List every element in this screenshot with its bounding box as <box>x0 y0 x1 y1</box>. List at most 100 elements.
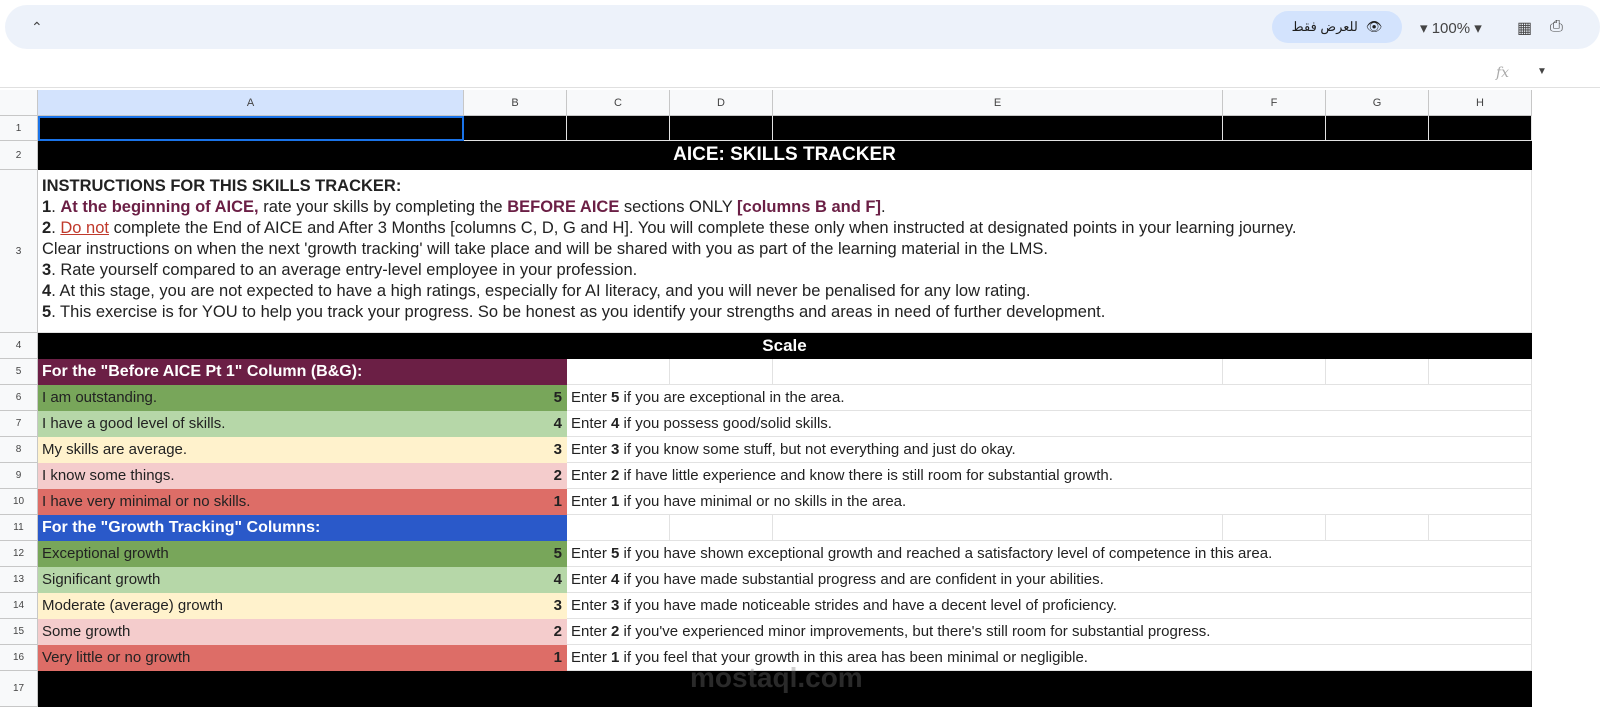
cell-D1[interactable] <box>670 116 773 141</box>
scale-score[interactable]: 2 <box>464 463 567 489</box>
row-header-1[interactable]: 1 <box>0 116 38 141</box>
scale-description[interactable]: Enter 5 if you are exceptional in the ar… <box>567 385 1532 411</box>
scale-score[interactable]: 2 <box>464 619 567 645</box>
select-all[interactable] <box>0 90 38 116</box>
column-header-F[interactable]: F <box>1223 90 1326 116</box>
scale-label[interactable]: I have very minimal or no skills. <box>38 489 464 515</box>
row-header-5[interactable]: 5 <box>0 359 38 385</box>
empty-cell[interactable] <box>670 359 773 385</box>
cell-E17[interactable] <box>773 671 1223 707</box>
empty-cell[interactable] <box>1326 359 1429 385</box>
scale-description[interactable]: Enter 2 if you've experienced minor impr… <box>567 619 1532 645</box>
empty-cell[interactable] <box>1223 359 1326 385</box>
scale-description[interactable]: Enter 4 if you have made substantial pro… <box>567 567 1532 593</box>
zoom-select[interactable]: ▾ 100% ▾ <box>1420 20 1482 37</box>
cell-E1[interactable] <box>773 116 1223 141</box>
empty-cell[interactable] <box>567 359 670 385</box>
cell-A17[interactable] <box>38 671 464 707</box>
cell-F1[interactable] <box>1223 116 1326 141</box>
row-header-2[interactable]: 2 <box>0 141 38 170</box>
cell-C17[interactable] <box>567 671 670 707</box>
scale-score[interactable]: 1 <box>464 645 567 671</box>
scale-label[interactable]: I know some things. <box>38 463 464 489</box>
emphasis: [columns B and F] <box>737 198 881 216</box>
column-header-G[interactable]: G <box>1326 90 1429 116</box>
empty-cell[interactable] <box>567 515 670 541</box>
column-header-H[interactable]: H <box>1429 90 1532 116</box>
scale-label[interactable]: My skills are average. <box>38 437 464 463</box>
cell-C1[interactable] <box>567 116 670 141</box>
row-header-13[interactable]: 13 <box>0 567 38 593</box>
scale-label[interactable]: Some growth <box>38 619 464 645</box>
column-header-C[interactable]: C <box>567 90 670 116</box>
section-header[interactable]: For the "Growth Tracking" Columns: <box>38 515 567 541</box>
cell-A1[interactable] <box>38 116 464 141</box>
row-header-11[interactable]: 11 <box>0 515 38 541</box>
scale-score[interactable]: 4 <box>464 567 567 593</box>
scale-label[interactable]: I have a good level of skills. <box>38 411 464 437</box>
row-header-12[interactable]: 12 <box>0 541 38 567</box>
scale-label[interactable]: Moderate (average) growth <box>38 593 464 619</box>
scale-label[interactable]: I am outstanding. <box>38 385 464 411</box>
scale-description[interactable]: Enter 4 if you possess good/solid skills… <box>567 411 1532 437</box>
print-icon[interactable]: ⎙ <box>1550 18 1563 35</box>
scale-description[interactable]: Enter 2 if have little experience and kn… <box>567 463 1532 489</box>
scale-score[interactable]: 5 <box>464 541 567 567</box>
column-header-B[interactable]: B <box>464 90 567 116</box>
cell-H17[interactable] <box>1429 671 1532 707</box>
text: I am outstanding. <box>42 389 158 406</box>
cell-G1[interactable] <box>1326 116 1429 141</box>
formula-bar[interactable]: fx ▼ <box>0 60 1600 88</box>
empty-cell[interactable] <box>1326 515 1429 541</box>
scale-label[interactable]: Exceptional growth <box>38 541 464 567</box>
row-header-17[interactable]: 17 <box>0 671 38 707</box>
empty-cell[interactable] <box>773 359 1223 385</box>
expand-icon[interactable]: ▼ <box>1537 66 1547 77</box>
empty-cell[interactable] <box>1429 359 1532 385</box>
scale-description[interactable]: Enter 5 if you have shown exceptional gr… <box>567 541 1532 567</box>
column-header-D[interactable]: D <box>670 90 773 116</box>
chevron-up-icon[interactable]: ⌃ <box>31 19 43 35</box>
scale-description[interactable]: Enter 1 if you have minimal or no skills… <box>567 489 1532 515</box>
row-header-10[interactable]: 10 <box>0 489 38 515</box>
row-header-8[interactable]: 8 <box>0 437 38 463</box>
sheet-title[interactable]: AICE: SKILLS TRACKER <box>38 141 1532 170</box>
scale-score[interactable]: 3 <box>464 437 567 463</box>
cell-H1[interactable] <box>1429 116 1532 141</box>
cell-F17[interactable] <box>1223 671 1326 707</box>
scale-score[interactable]: 4 <box>464 411 567 437</box>
row-header-9[interactable]: 9 <box>0 463 38 489</box>
row-header-14[interactable]: 14 <box>0 593 38 619</box>
column-header-E[interactable]: E <box>773 90 1223 116</box>
scale-label[interactable]: Significant growth <box>38 567 464 593</box>
row-header-16[interactable]: 16 <box>0 645 38 671</box>
empty-cell[interactable] <box>670 515 773 541</box>
scale-score[interactable]: 3 <box>464 593 567 619</box>
instructions-cell[interactable]: INSTRUCTIONS FOR THIS SKILLS TRACKER: 1. … <box>38 170 1532 333</box>
row-header-6[interactable]: 6 <box>0 385 38 411</box>
column-header-A[interactable]: A <box>38 90 464 116</box>
cell-B1[interactable] <box>464 116 567 141</box>
row-header-3[interactable]: 3 <box>0 170 38 333</box>
scale-description[interactable]: Enter 3 if you know some stuff, but not … <box>567 437 1532 463</box>
scale-header[interactable]: Scale <box>38 333 1532 359</box>
cell-B17[interactable] <box>464 671 567 707</box>
row-header-4[interactable]: 4 <box>0 333 38 359</box>
scale-description[interactable]: Enter 3 if you have made noticeable stri… <box>567 593 1532 619</box>
view-only-button[interactable]: للعرض فقط 👁 <box>1272 11 1402 43</box>
scale-description[interactable]: Enter 1 if you feel that your growth in … <box>567 645 1532 671</box>
row-header-15[interactable]: 15 <box>0 619 38 645</box>
text: 5 <box>553 545 562 562</box>
empty-cell[interactable] <box>773 515 1223 541</box>
calculator-icon[interactable]: ▦ <box>1517 20 1533 37</box>
empty-cell[interactable] <box>1223 515 1326 541</box>
section-header[interactable]: For the "Before AICE Pt 1" Column (B&G): <box>38 359 567 385</box>
row-header-7[interactable]: 7 <box>0 411 38 437</box>
empty-cell[interactable] <box>1429 515 1532 541</box>
scale-score[interactable]: 1 <box>464 489 567 515</box>
cell-D17[interactable] <box>670 671 773 707</box>
instruction-line: 1. At the beginning of AICE, rate your s… <box>42 198 886 216</box>
scale-label[interactable]: Very little or no growth <box>38 645 464 671</box>
scale-score[interactable]: 5 <box>464 385 567 411</box>
cell-G17[interactable] <box>1326 671 1429 707</box>
